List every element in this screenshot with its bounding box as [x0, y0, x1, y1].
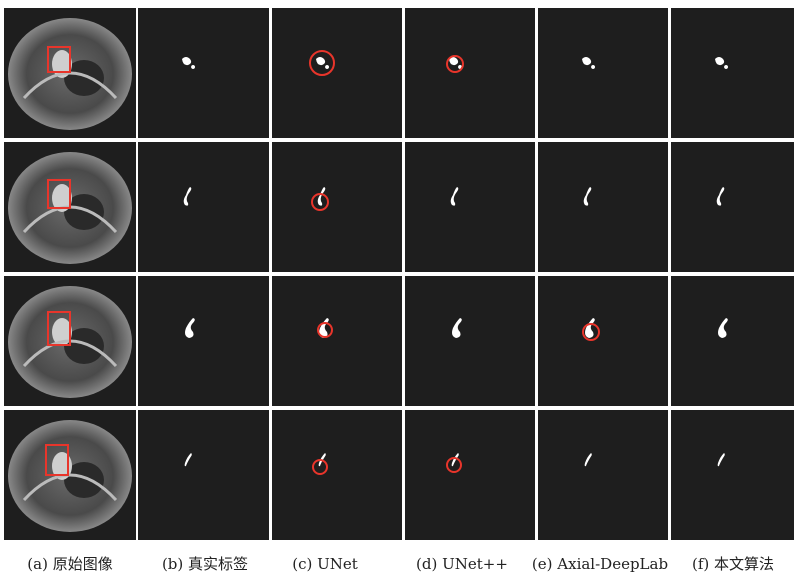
- caption: (e) Axial-DeepLab: [532, 555, 668, 573]
- cell-background: [138, 410, 269, 540]
- caption: (d) UNet++: [416, 555, 508, 573]
- cell-background: [671, 276, 794, 406]
- image-cell: [4, 8, 136, 138]
- cell-background: [405, 142, 535, 272]
- image-cell: [538, 410, 668, 540]
- image-cell: [671, 410, 794, 540]
- image-cell: [138, 410, 269, 540]
- cell-background: [272, 142, 402, 272]
- image-cell: [4, 276, 136, 406]
- image-cell: [405, 276, 535, 406]
- image-cell: [272, 8, 402, 138]
- cell-background: [538, 410, 668, 540]
- image-cell: [138, 142, 269, 272]
- caption: (b) 真实标签: [162, 555, 248, 573]
- image-cell: [671, 142, 794, 272]
- caption: (c) UNet: [292, 555, 358, 573]
- image-cell: [538, 142, 668, 272]
- cell-background: [671, 410, 794, 540]
- image-cell: [4, 410, 136, 540]
- cell-background: [405, 276, 535, 406]
- image-cell: [272, 410, 402, 540]
- page: (a) 原始图像 (b) 真实标签 (c) UNet (d) UNet++ (e) Ax…: [0, 0, 794, 579]
- cell-background: [272, 276, 402, 406]
- cell-background: [671, 8, 794, 138]
- image-cell: [272, 142, 402, 272]
- figure: (a) 原始图像 (b) 真实标签 (c) UNet (d) UNet++ (e) Ax…: [0, 0, 794, 579]
- image-cell: [671, 276, 794, 406]
- cell-background: [138, 142, 269, 272]
- image-cell: [538, 276, 668, 406]
- image-cell: [405, 8, 535, 138]
- cell-background: [538, 142, 668, 272]
- cell-background: [272, 8, 402, 138]
- image-cell: [405, 142, 535, 272]
- cell-background: [538, 8, 668, 138]
- cell-background: [272, 410, 402, 540]
- caption: (f) 本文算法: [692, 555, 774, 573]
- cell-background: [405, 8, 535, 138]
- cell-background: [138, 8, 269, 138]
- cell-background: [671, 142, 794, 272]
- image-cell: [4, 142, 136, 272]
- image-cell: [138, 276, 269, 406]
- image-cell: [671, 8, 794, 138]
- cell-background: [538, 276, 668, 406]
- image-cell: [138, 8, 269, 138]
- caption: (a) 原始图像: [27, 555, 112, 573]
- image-cell: [272, 276, 402, 406]
- cell-background: [138, 276, 269, 406]
- image-cell: [405, 410, 535, 540]
- image-cell: [538, 8, 668, 138]
- cell-background: [405, 410, 535, 540]
